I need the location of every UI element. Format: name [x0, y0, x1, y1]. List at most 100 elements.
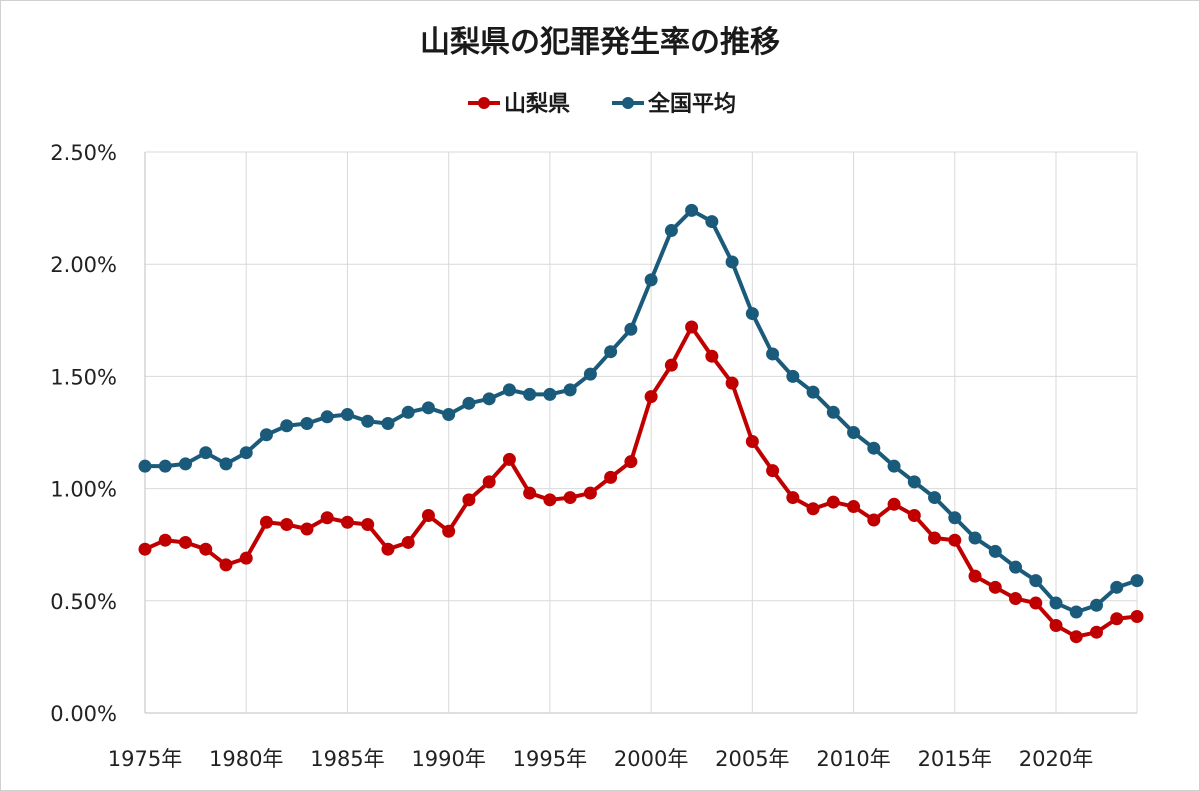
data-point [745, 434, 759, 448]
data-point [847, 500, 861, 514]
data-point [482, 475, 496, 489]
data-point [320, 410, 334, 424]
data-point [259, 428, 273, 442]
data-point [887, 497, 901, 511]
data-point [705, 215, 719, 229]
data-point [401, 405, 415, 419]
data-point [280, 419, 294, 433]
data-point [381, 417, 395, 431]
data-point [563, 383, 577, 397]
x-tick-label: 2010年 [816, 747, 890, 771]
data-point [219, 457, 233, 471]
data-point [583, 367, 597, 381]
data-point [806, 385, 820, 399]
y-tick-label: 0.50% [50, 590, 117, 614]
data-point [786, 369, 800, 383]
legend-label-national: 全国平均 [647, 91, 736, 117]
data-point [523, 486, 537, 500]
data-point [421, 401, 435, 415]
data-point [948, 511, 962, 525]
data-point [259, 515, 273, 529]
data-point [320, 511, 334, 525]
y-tick-label: 1.00% [50, 478, 117, 502]
series-layer [138, 203, 1144, 644]
data-point [1009, 592, 1023, 606]
legend-marker-national [622, 97, 634, 109]
x-tick-label: 1995年 [513, 747, 587, 771]
data-point [847, 426, 861, 439]
data-point [928, 531, 942, 545]
x-axis-tick-labels: 1975年 1980年 1985年 1990年 1995年 2000年 2005年 2010年… [108, 747, 1093, 771]
y-tick-label: 2.50% [50, 141, 117, 165]
data-point [988, 580, 1002, 594]
data-point [1049, 596, 1063, 610]
data-point [1110, 580, 1124, 594]
data-point [907, 509, 921, 523]
data-point [482, 392, 496, 406]
data-point [421, 509, 435, 523]
y-tick-label: 2.00% [50, 253, 117, 277]
x-tick-label: 2015年 [918, 747, 992, 771]
data-point [725, 376, 739, 390]
data-point [1130, 610, 1144, 624]
series-national [138, 203, 1144, 619]
data-point [381, 542, 395, 556]
data-point [401, 535, 415, 549]
data-point [1029, 574, 1043, 588]
data-point [543, 387, 557, 401]
data-point [340, 408, 354, 422]
data-point [624, 455, 638, 469]
data-point [907, 475, 921, 489]
data-point [138, 459, 152, 473]
x-tick-label: 1975年 [108, 747, 182, 771]
data-point [1029, 596, 1043, 610]
x-tick-label: 1990年 [411, 747, 485, 771]
data-point [664, 358, 678, 372]
data-point [300, 522, 314, 536]
data-point [1049, 618, 1063, 632]
data-point [1090, 625, 1104, 639]
data-point [300, 417, 314, 431]
data-point [462, 493, 476, 507]
data-point [725, 255, 739, 269]
legend-marker-yamanashi [478, 97, 490, 109]
data-point [766, 464, 780, 478]
data-point [664, 224, 678, 238]
data-point [239, 551, 253, 565]
legend: 山梨県 全国平均 [468, 91, 736, 117]
data-point [685, 320, 699, 334]
chart-title: 山梨県の犯罪発生率の推移 [420, 25, 780, 60]
data-point [523, 387, 537, 401]
data-point [502, 383, 516, 397]
data-point [806, 502, 820, 516]
data-point [867, 513, 881, 527]
data-point [968, 531, 982, 545]
legend-item-yamanashi: 山梨県 [468, 92, 570, 117]
data-point [887, 459, 901, 473]
series-line-national [145, 208, 1138, 615]
legend-label-yamanashi: 山梨県 [504, 92, 570, 117]
data-point [826, 495, 840, 509]
data-point [563, 491, 577, 505]
gridlines [144, 151, 1138, 714]
data-point [928, 491, 942, 505]
data-point [867, 441, 881, 455]
data-point [644, 273, 658, 287]
data-point [786, 491, 800, 505]
y-tick-label: 0.00% [50, 702, 117, 726]
data-point [826, 405, 840, 419]
data-point [1069, 605, 1083, 619]
x-tick-label: 1980年 [209, 747, 283, 771]
data-point [138, 542, 152, 556]
data-point [361, 518, 375, 532]
data-point [968, 569, 982, 583]
data-point [1090, 598, 1104, 612]
x-tick-label: 1985年 [310, 747, 384, 771]
data-point [462, 396, 476, 410]
data-point [239, 446, 253, 460]
y-axis-tick-labels: 0.00% 0.50% 1.00% 1.50% 2.00% 2.50% [50, 141, 117, 726]
data-point [340, 515, 354, 529]
legend-item-national: 全国平均 [612, 91, 736, 117]
series-line-yamanashi [144, 325, 1138, 639]
data-point [685, 203, 699, 217]
